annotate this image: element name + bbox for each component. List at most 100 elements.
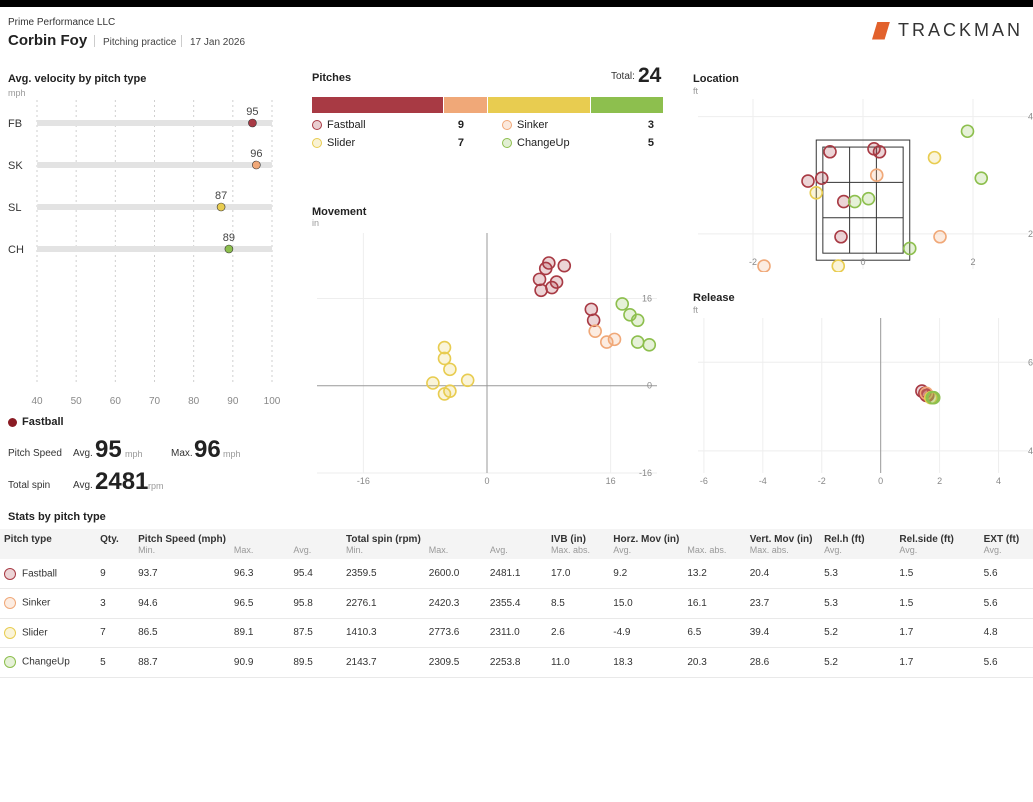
velocity-marker[interactable]: [252, 160, 261, 170]
pitch-point[interactable]: [642, 338, 657, 352]
pitch-legend-item[interactable]: Slider 7: [312, 137, 464, 149]
stats-column-header[interactable]: [229, 529, 290, 545]
stats-cell: 8.5: [550, 597, 565, 609]
pitch-point[interactable]: [834, 229, 848, 244]
pitch-point[interactable]: [831, 259, 846, 272]
pitch-point[interactable]: [630, 313, 645, 328]
pitch-point[interactable]: [872, 144, 887, 159]
stats-column-header[interactable]: Total spin (rpm): [341, 529, 425, 545]
pitch-point[interactable]: [801, 174, 815, 188]
pitch-color-icon: [4, 597, 16, 610]
pitch-point[interactable]: [532, 272, 547, 287]
pitch-point[interactable]: [607, 332, 622, 347]
stats-cell: 17.0: [550, 568, 571, 579]
stats-column-subheader: Min.: [134, 545, 230, 559]
fastball-dot-icon: [8, 417, 17, 427]
pitch-mix-segment[interactable]: [488, 97, 591, 113]
chart-tick-label: 2: [1028, 229, 1033, 239]
pitch-point[interactable]: [588, 324, 602, 338]
stats-cell: 95.4: [293, 568, 313, 579]
pitch-point[interactable]: [557, 258, 572, 273]
pitch-point[interactable]: [847, 194, 862, 209]
table-row[interactable]: Slider 7 86.5 89.1 87.5 1410.3 2773.6 2311.0 2.6…: [0, 618, 1033, 648]
pitch-point[interactable]: [960, 124, 975, 139]
stats-cell: 20.4: [749, 568, 770, 579]
stats-column-header[interactable]: [289, 529, 342, 545]
pitch-point[interactable]: [599, 335, 614, 349]
stats-column-header[interactable]: Rel.side (ft): [895, 529, 980, 545]
pitch-point[interactable]: [809, 185, 824, 200]
pitch-point[interactable]: [586, 313, 601, 328]
pitches-title: Pitches: [312, 72, 352, 84]
pitch-point[interactable]: [426, 376, 440, 390]
stats-column-header[interactable]: Pitch Speed (mph): [134, 529, 230, 545]
stats-cell: 5: [100, 656, 106, 668]
stats-column-header[interactable]: Pitch type: [0, 529, 97, 545]
pitch-point[interactable]: [933, 229, 947, 244]
pitch-point[interactable]: [443, 362, 457, 377]
stats-cell: 2309.5: [428, 656, 460, 668]
stats-cell: 11.0: [550, 656, 570, 668]
stats-column-header[interactable]: IVB (in): [546, 529, 610, 545]
release-chart: -6 -4 -2 0 2 4 6 4: [698, 318, 1033, 486]
velocity-marker[interactable]: [248, 118, 257, 128]
stats-cell: 20.3: [687, 656, 707, 668]
stats-column-header[interactable]: Horz. Mov (in): [609, 529, 684, 545]
pitch-point[interactable]: [861, 191, 876, 206]
pitch-legend-item[interactable]: Fastball 9: [312, 119, 464, 131]
speed-avg-value: 95: [95, 436, 122, 463]
stats-column-header[interactable]: EXT (ft): [979, 529, 1033, 545]
table-row[interactable]: Sinker 3 94.6 96.5 95.8 2276.1 2420.3 2355.4 8.5…: [0, 589, 1033, 619]
table-row[interactable]: ChangeUp 5 88.7 90.9 89.5 2143.7 2309.5 2253.8 1…: [0, 648, 1033, 677]
pitch-mix-segment[interactable]: [590, 97, 664, 113]
velocity-marker[interactable]: [216, 202, 226, 212]
pitch-point[interactable]: [927, 150, 942, 165]
stats-column-header[interactable]: Vert. Mov (in): [745, 529, 821, 545]
stats-column-header[interactable]: [683, 529, 746, 545]
pitch-legend-item[interactable]: ChangeUp 5: [502, 137, 654, 149]
stats-column-header[interactable]: [424, 529, 486, 545]
velocity-marker[interactable]: [224, 244, 234, 254]
pitch-point[interactable]: [460, 373, 475, 388]
table-row[interactable]: Fastball 9 93.7 96.3 95.4 2359.5 2600.0 2481.1 1…: [0, 559, 1033, 589]
pitch-color-icon: [4, 656, 16, 669]
stats-column-header[interactable]: [485, 529, 547, 545]
pitch-point[interactable]: [902, 241, 917, 256]
chart-tick-label: 0: [860, 257, 865, 267]
pitch-point[interactable]: [437, 340, 452, 355]
pitch-point[interactable]: [443, 384, 457, 398]
pitch-point[interactable]: [437, 351, 452, 366]
selected-pitch[interactable]: Fastball: [8, 416, 64, 428]
pitch-point[interactable]: [823, 144, 837, 159]
stats-column-header[interactable]: Rel.h (ft): [820, 529, 896, 545]
speed-max-value: 96: [194, 436, 221, 463]
speed-avg-unit: mph: [125, 449, 143, 459]
pitch-point[interactable]: [814, 171, 829, 185]
stats-cell: 5.6: [983, 656, 998, 668]
pitch-point[interactable]: [630, 335, 645, 349]
pitch-point[interactable]: [836, 194, 851, 209]
pitch-point[interactable]: [538, 261, 553, 276]
pitch-legend-count: 5: [647, 137, 654, 149]
pitch-legend-item[interactable]: Sinker 3: [502, 119, 654, 131]
stats-column-subheader: Avg.: [485, 545, 547, 559]
pitch-point[interactable]: [615, 297, 630, 311]
stats-cell: 96.5: [233, 597, 254, 609]
total-count: 24: [638, 64, 662, 87]
pitch-point[interactable]: [926, 390, 941, 405]
pitch-legend-count: 3: [647, 119, 654, 131]
pitch-point[interactable]: [584, 302, 599, 317]
pitch-mix-segment[interactable]: [312, 97, 444, 113]
stats-column-header[interactable]: Qty.: [96, 529, 135, 545]
pitch-point[interactable]: [869, 168, 884, 183]
pitch-point[interactable]: [757, 259, 771, 272]
pitch-mix-segment[interactable]: [444, 97, 488, 113]
velocity-value-label: 89: [223, 232, 235, 244]
pitch-point[interactable]: [974, 171, 989, 185]
velocity-row-label: CH: [8, 244, 24, 256]
stats-cell: 9: [100, 568, 106, 579]
spin-avg-label: Avg.: [73, 480, 93, 491]
stats-pitch-type: Sinker: [0, 589, 96, 619]
pitch-point[interactable]: [534, 283, 548, 298]
stats-column-subheader: Avg.: [820, 545, 896, 559]
